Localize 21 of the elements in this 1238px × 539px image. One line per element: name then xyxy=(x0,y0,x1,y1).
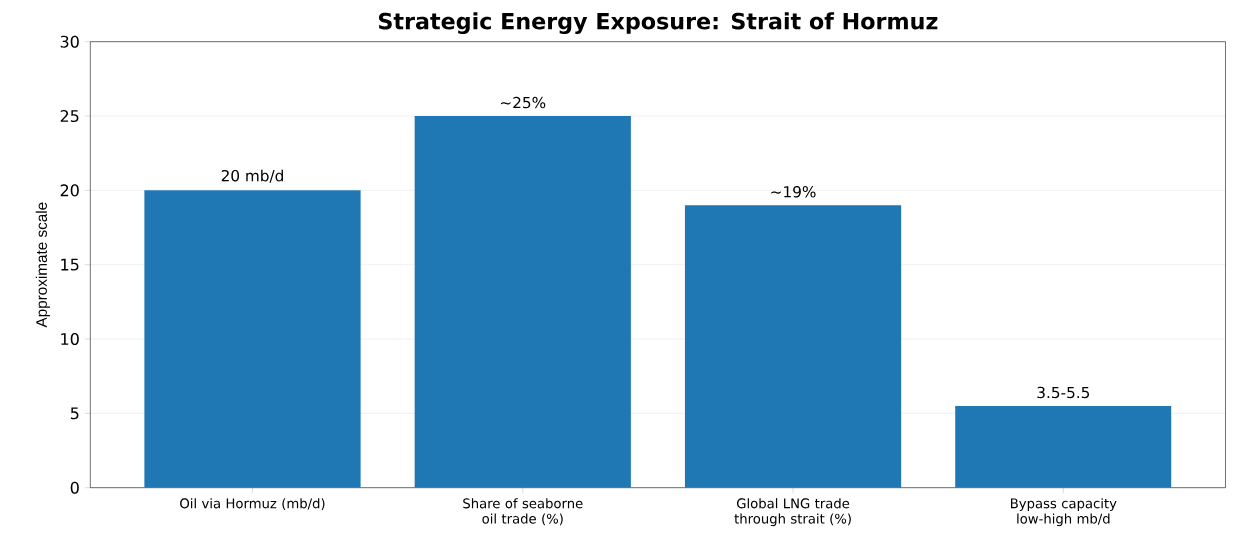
data-label: 20 mb/d xyxy=(221,169,283,183)
bar xyxy=(414,115,631,488)
x-tick-label: Global LNG trade through strait (%) xyxy=(734,498,851,527)
bar xyxy=(955,405,1172,488)
bar xyxy=(144,190,361,488)
y-tick-label: 25 xyxy=(60,109,79,122)
y-tick-label: 10 xyxy=(61,332,79,345)
y-tick-label: 5 xyxy=(70,407,79,420)
y-tick-label: 30 xyxy=(60,35,79,48)
data-label: ~25% xyxy=(501,96,546,109)
data-label: 3.5-5.5 xyxy=(1037,386,1090,399)
chart-title: Strategic Energy Exposure: Strait of Hormuz xyxy=(378,12,938,34)
y-axis-title: Approximate scale xyxy=(35,202,50,328)
bar xyxy=(684,205,902,488)
data-label: ~19% xyxy=(771,185,816,198)
x-tick-label: Oil via Hormuz (mb/d) xyxy=(180,498,325,510)
y-tick-label: 20 xyxy=(60,184,79,197)
y-tick-label: 15 xyxy=(61,258,79,271)
x-tick-label: Share of seaborne oil trade (%) xyxy=(463,498,583,526)
y-tick-label: 0 xyxy=(70,481,79,494)
x-tick-label: Bypass capacity low-high mb/d xyxy=(1011,498,1117,527)
